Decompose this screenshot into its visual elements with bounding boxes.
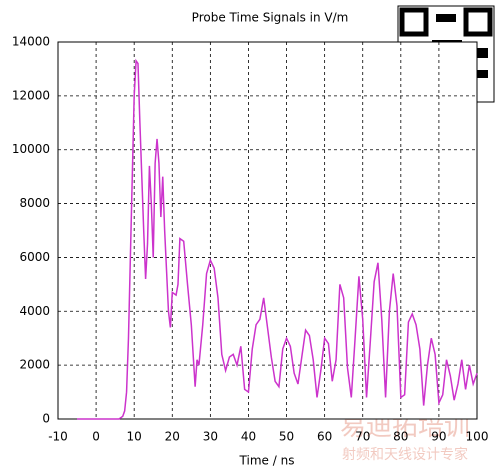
data-line	[77, 58, 478, 420]
watermark: 射频和天线设计专家	[342, 446, 468, 463]
y-tick-label: 2000	[19, 358, 50, 372]
x-tick-label: 30	[203, 430, 218, 444]
x-tick-label: 20	[165, 430, 180, 444]
y-tick-label: 8000	[19, 196, 50, 210]
x-tick-label: 90	[431, 430, 446, 444]
x-tick-label: 60	[317, 430, 332, 444]
y-tick-label: 0	[42, 412, 50, 426]
plot-area	[57, 41, 478, 420]
x-tick-label: 50	[279, 430, 294, 444]
x-tick-label: -10	[48, 430, 68, 444]
y-tick-label: 4000	[19, 304, 50, 318]
x-tick-label: 100	[466, 430, 489, 444]
chart-title: Probe Time Signals in V/m	[192, 11, 349, 25]
x-tick-label: 40	[241, 430, 256, 444]
x-tick-label: 0	[92, 430, 100, 444]
y-tick-label: 14000	[12, 35, 50, 49]
y-tick-label: 12000	[12, 88, 50, 102]
x-tick-label: 70	[355, 430, 370, 444]
y-tick-label: 10000	[12, 142, 50, 156]
x-tick-label: 80	[393, 430, 408, 444]
y-tick-label: 6000	[19, 250, 50, 264]
x-axis-label: Time / ns	[239, 454, 295, 468]
x-tick-label: 10	[127, 430, 142, 444]
